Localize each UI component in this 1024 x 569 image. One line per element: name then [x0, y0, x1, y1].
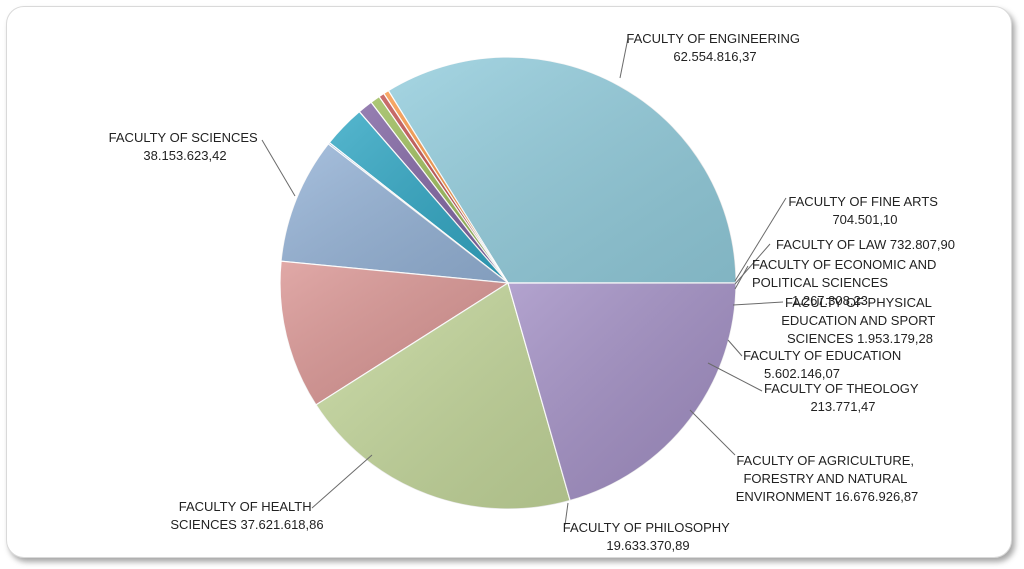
leader-agriculture: [689, 409, 736, 456]
pie-slice-shading: [371, 96, 508, 283]
leader-law: [734, 243, 771, 285]
pie-slice-shading: [508, 283, 736, 501]
leader-physical-education: [732, 301, 784, 306]
label-philosophy: FACULTY OF PHILOSOPHY 19.633.370,89: [563, 520, 734, 553]
leader-philosophy: [564, 502, 569, 526]
leader-lines: [261, 37, 787, 526]
pie-slice-shading: [329, 111, 508, 283]
label-law: FACULTY OF LAW 732.807,90: [776, 237, 955, 252]
label-theology: FACULTY OF THEOLOGY 213.771,47: [764, 381, 922, 414]
label-engineering: FACULTY OF ENGINEERING 62.554.816,37: [626, 31, 803, 64]
label-fine-arts: FACULTY OF FINE ARTS 704.501,10: [788, 194, 941, 227]
label-economic: FACULTY OF ECONOMIC AND POLITICAL SCIENC…: [752, 257, 940, 308]
label-education: FACULTY OF EDUCATION 5.602.146,07: [743, 348, 905, 381]
pie-slice-shading: [280, 261, 508, 405]
leader-theology: [707, 362, 763, 392]
leader-fine-arts: [734, 197, 787, 282]
pie-slice-shading: [388, 56, 736, 283]
label-health-sciences: FACULTY OF HEALTH SCIENCES 37.621.618,86: [170, 499, 323, 532]
leader-economic: [734, 265, 749, 290]
pie-slice-shading: [359, 102, 508, 283]
pie-slice-shading: [281, 143, 508, 283]
pie-slices: [279, 56, 737, 510]
leader-sciences: [261, 139, 296, 197]
slice-labels: FACULTY OF ENGINEERING 62.554.816,37 FAC…: [109, 31, 955, 553]
leader-education: [727, 339, 743, 357]
label-physical-education: FACULTY OF PHYSICAL EDUCATION AND SPORT …: [781, 295, 939, 346]
leader-engineering: [619, 37, 629, 79]
leader-health-sciences: [311, 454, 373, 509]
label-agriculture: FACULTY OF AGRICULTURE, FORESTRY AND NAT…: [736, 453, 919, 504]
label-sciences: FACULTY OF SCIENCES 38.153.623,42: [109, 130, 262, 163]
pie-slice-shading: [316, 283, 571, 509]
